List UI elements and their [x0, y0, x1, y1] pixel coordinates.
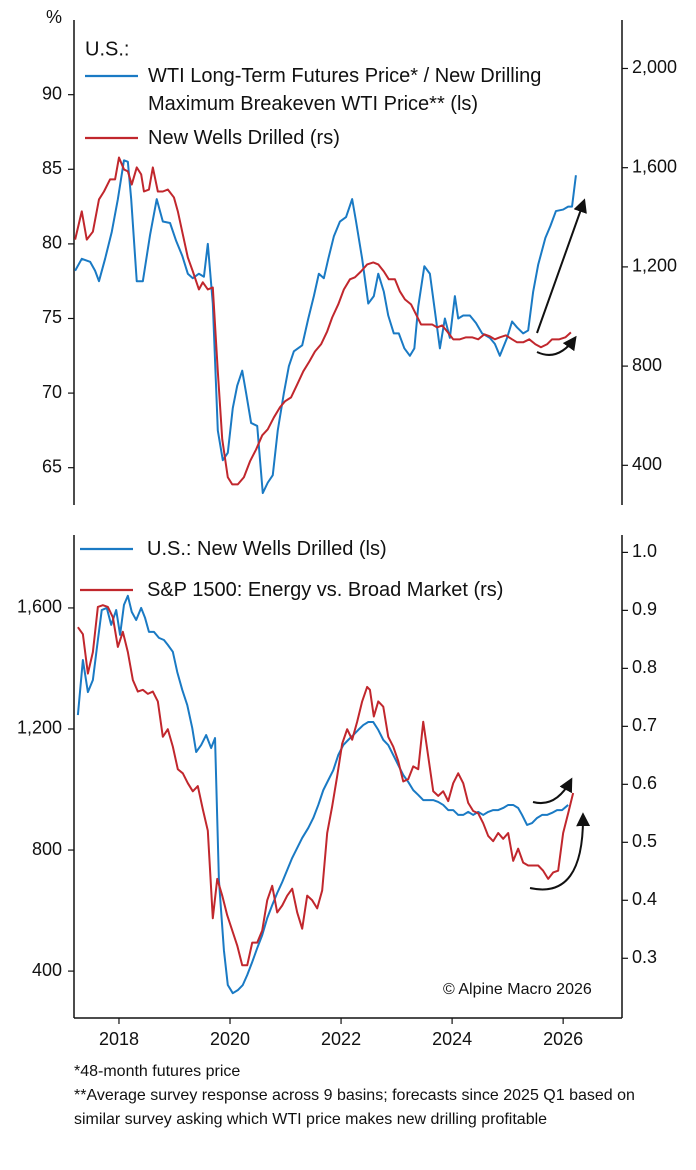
y2-tick-label: 2,000 — [632, 57, 677, 77]
x-tick-label: 2022 — [321, 1029, 361, 1049]
x-tick-label: 2026 — [543, 1029, 583, 1049]
y-tick-label: 400 — [32, 960, 62, 980]
y2-tick-label: 1.0 — [632, 541, 657, 561]
y2-tick-label: 0.5 — [632, 831, 657, 851]
y-tick-label: 90 — [42, 83, 62, 103]
arrow — [529, 812, 591, 891]
data-line — [77, 604, 575, 967]
legend-label: S&P 1500: Energy vs. Broad Market (rs) — [147, 579, 504, 601]
y2-tick-label: 400 — [632, 454, 662, 474]
footnote: *48-month futures price — [74, 1063, 241, 1080]
y2-tick-label: 0.6 — [632, 773, 657, 793]
y2-tick-label: 1,200 — [632, 256, 677, 276]
y2-tick-label: 0.9 — [632, 599, 657, 619]
legend-label: New Wells Drilled (rs) — [148, 127, 340, 149]
y2-tick-label: 0.4 — [632, 889, 657, 909]
x-tick-label: 2018 — [99, 1029, 139, 1049]
data-line — [76, 594, 569, 995]
data-line — [74, 156, 572, 486]
legend-label: WTI Long-Term Futures Price* / New Drill… — [148, 65, 542, 115]
y-axis-label: % — [46, 7, 62, 27]
y-tick-label: 80 — [42, 233, 62, 253]
annotations — [529, 198, 591, 891]
data-line — [74, 159, 577, 495]
x-tick-label: 2024 — [432, 1029, 472, 1049]
y-tick-label: 65 — [42, 456, 62, 476]
y2-tick-label: 0.3 — [632, 947, 657, 967]
y2-tick-label: 800 — [632, 355, 662, 375]
y-tick-label: 70 — [42, 382, 62, 402]
y2-tick-label: 0.8 — [632, 657, 657, 677]
arrow — [536, 335, 577, 356]
y-tick-label: 800 — [32, 839, 62, 859]
y-tick-label: 1,600 — [17, 597, 62, 617]
footnote: **Average survey response across 9 basin… — [74, 1087, 635, 1128]
x-tick-label: 2020 — [210, 1029, 250, 1049]
y-tick-label: 85 — [42, 158, 62, 178]
footnotes: *48-month futures price **Average survey… — [74, 1060, 644, 1132]
legend-label: U.S.: New Wells Drilled (ls) — [147, 538, 387, 560]
y2-tick-label: 1,600 — [632, 156, 677, 176]
source-note: © Alpine Macro 2026 — [443, 981, 592, 998]
legend-title: U.S.: — [85, 38, 129, 60]
arrow — [536, 198, 587, 334]
arrow — [532, 777, 573, 804]
y2-tick-label: 0.7 — [632, 715, 657, 735]
y-tick-label: 1,200 — [17, 718, 62, 738]
y-tick-label: 75 — [42, 307, 62, 327]
